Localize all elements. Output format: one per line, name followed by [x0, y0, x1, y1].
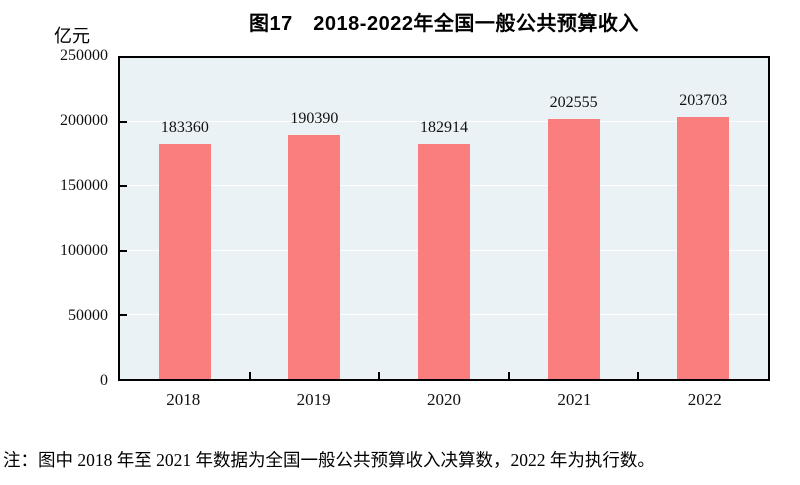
footnote: 注：图中 2018 年至 2021 年数据为全国一般公共预算收入决算数，2022…: [3, 450, 655, 470]
y-tick-label: 100000: [60, 242, 108, 259]
bar-value-label: 182914: [420, 119, 468, 137]
y-tick-label: 200000: [60, 112, 108, 129]
bar-2018: [158, 143, 211, 379]
x-tick-label: 2022: [687, 390, 722, 409]
y-tick-label: 0: [100, 372, 108, 389]
x-axis-labels: 2018 2019 2020 2021 2022: [118, 390, 770, 414]
y-tick-mark: [120, 121, 127, 124]
y-tick-label: 250000: [60, 47, 108, 64]
x-tick-mark: [637, 372, 640, 379]
x-tick-label: 2019: [296, 390, 331, 409]
x-tick-mark: [507, 372, 510, 379]
y-axis-labels: 0 50000 100000 150000 200000 250000: [6, 47, 108, 389]
x-tick-mark: [248, 372, 251, 379]
bar-2019: [288, 134, 341, 379]
x-tick-label: 2021: [557, 390, 592, 409]
y-tick-mark: [120, 249, 127, 252]
bar-value-label: 202555: [549, 93, 598, 111]
x-tick-label: 2018: [166, 390, 201, 409]
y-axis-unit-label: 亿元: [54, 26, 90, 46]
bar-value-label: 190390: [290, 109, 339, 127]
x-tick-mark: [378, 372, 381, 379]
y-tick-mark: [120, 313, 127, 316]
y-tick-label: 150000: [60, 177, 108, 194]
bar-value-label: 183360: [160, 118, 209, 136]
gridline: [120, 121, 768, 123]
bar-2022: [677, 117, 730, 379]
plot-area: 183360 190390 182914 202555 203703: [118, 56, 770, 381]
y-tick-mark: [120, 185, 127, 188]
bar-2020: [418, 144, 470, 379]
bar-2021: [547, 118, 600, 379]
x-tick-label: 2020: [427, 390, 461, 409]
chart-title: 图17 2018-2022年全国一般公共预算收入: [249, 13, 639, 35]
bar-value-label: 203703: [679, 92, 728, 110]
y-tick-label: 50000: [68, 307, 108, 324]
